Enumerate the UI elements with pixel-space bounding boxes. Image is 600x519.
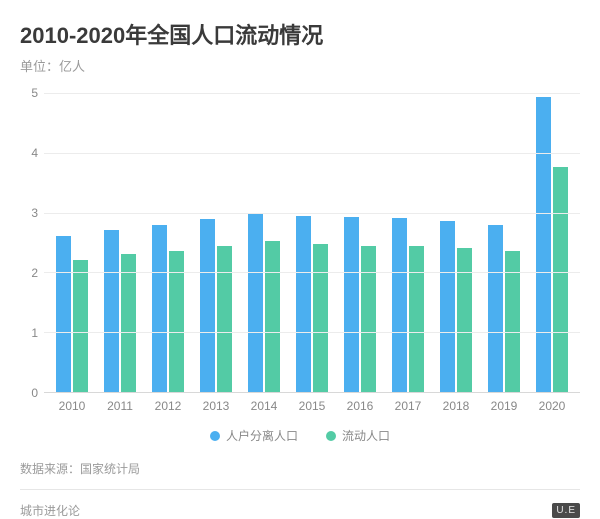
bar-group [384, 93, 432, 392]
grid-line [44, 332, 580, 333]
bar [409, 246, 424, 392]
x-tick-label: 2020 [528, 393, 576, 413]
x-tick-label: 2012 [144, 393, 192, 413]
y-tick-label: 3 [31, 206, 38, 220]
y-tick-label: 4 [31, 146, 38, 160]
x-tick-label: 2011 [96, 393, 144, 413]
bar [344, 217, 359, 392]
bar [200, 219, 215, 392]
legend-dot-icon [326, 431, 336, 441]
bar [217, 246, 232, 393]
bar [104, 230, 119, 392]
grid-line [44, 153, 580, 154]
bar-group [336, 93, 384, 392]
bar-group [48, 93, 96, 392]
chart-subtitle: 单位：亿人 [20, 56, 580, 75]
bar [488, 225, 503, 392]
y-tick-label: 0 [31, 386, 38, 400]
bar [536, 97, 551, 392]
data-source: 数据来源：国家统计局 [20, 460, 580, 477]
chart-area: 012345 [20, 93, 580, 393]
x-tick-label: 2010 [48, 393, 96, 413]
footer: 城市进化论 U.E [20, 502, 580, 519]
x-tick-label: 2017 [384, 393, 432, 413]
bar [152, 225, 167, 392]
bar [248, 214, 263, 392]
bar-group [192, 93, 240, 392]
chart-title: 2010-2020年全国人口流动情况 [20, 18, 580, 50]
x-tick-label: 2018 [432, 393, 480, 413]
bar-group [528, 93, 576, 392]
x-tick-label: 2013 [192, 393, 240, 413]
bar [440, 221, 455, 392]
bar [361, 246, 376, 393]
y-tick-label: 2 [31, 266, 38, 280]
bar [296, 216, 311, 392]
bar [553, 167, 568, 392]
bar-group [480, 93, 528, 392]
bar [265, 241, 280, 392]
y-axis: 012345 [20, 93, 44, 393]
y-tick-label: 1 [31, 326, 38, 340]
chart-container: 2010-2020年全国人口流动情况 单位：亿人 0 1 2 3 4 5 20102011… [0, 0, 600, 510]
bar-group [432, 93, 480, 392]
bar [313, 244, 328, 392]
footer-logo-icon: U.E [552, 503, 580, 518]
grid-line [44, 272, 580, 273]
plot-area [44, 93, 580, 393]
legend-item: 人户分离人口 [210, 427, 298, 444]
bar [73, 260, 88, 392]
bars-layer [44, 93, 580, 392]
legend-dot-icon [210, 431, 220, 441]
legend: 人户分离人口 流动人口 [20, 427, 580, 444]
divider [20, 489, 580, 490]
grid-line [44, 213, 580, 214]
x-tick-label: 2019 [480, 393, 528, 413]
bar-group [144, 93, 192, 392]
x-tick-label: 2016 [336, 393, 384, 413]
bar [121, 254, 136, 392]
x-axis: 2010201120122013201420152016201720182019… [44, 393, 580, 413]
legend-label: 流动人口 [342, 427, 390, 444]
legend-item: 流动人口 [326, 427, 390, 444]
source-label: 数据来源： [20, 462, 80, 476]
footer-text: 城市进化论 [20, 502, 80, 519]
y-tick-label: 5 [31, 86, 38, 100]
bar [457, 248, 472, 392]
source-value: 国家统计局 [80, 462, 140, 476]
bar-group [288, 93, 336, 392]
x-tick-label: 2015 [288, 393, 336, 413]
legend-label: 人户分离人口 [226, 427, 298, 444]
bar [392, 218, 407, 392]
bar-group [96, 93, 144, 392]
grid-line [44, 93, 580, 94]
bar-group [240, 93, 288, 392]
x-tick-label: 2014 [240, 393, 288, 413]
bar [56, 236, 71, 392]
